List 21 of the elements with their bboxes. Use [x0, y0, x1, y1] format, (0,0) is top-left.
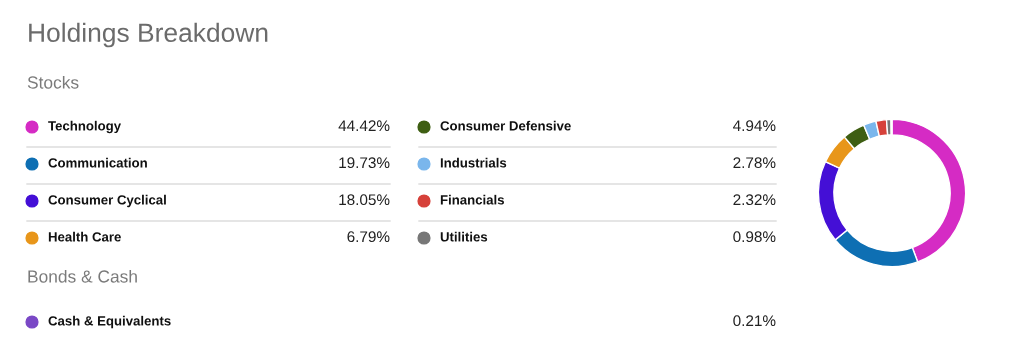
text: Stocks — [27, 75, 79, 89]
data-label: 2.32% — [733, 194, 776, 206]
legend-label: Health Care — [48, 231, 121, 242]
legend-label: Utilities — [440, 231, 488, 242]
data-label: 2.78% — [733, 157, 776, 169]
legend-label: Financials — [440, 194, 504, 205]
legend-label: Cash & Equivalents — [48, 315, 171, 329]
legend-label: Industrials — [440, 157, 507, 168]
data-label: 4.94% — [733, 120, 776, 132]
legend-label: Technology — [48, 120, 121, 134]
data-label: 0.21% — [733, 315, 776, 327]
legend-label: Consumer Cyclical — [48, 194, 166, 208]
data-label: 6.79% — [347, 231, 390, 243]
chart-title: Holdings Breakdown — [29, 22, 268, 48]
legend-label: Consumer Defensive — [440, 120, 571, 131]
legend-label: Communication — [48, 157, 147, 168]
data-label: 19.73% — [339, 157, 390, 169]
data-label: 44.42% — [338, 120, 390, 132]
data-label: 18.05% — [339, 194, 390, 206]
text: Bonds & Cash — [28, 269, 137, 283]
data-label: 0.98% — [733, 231, 776, 243]
